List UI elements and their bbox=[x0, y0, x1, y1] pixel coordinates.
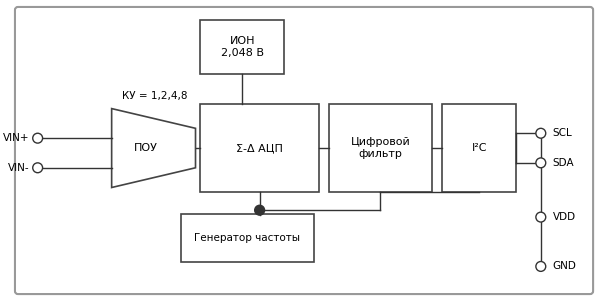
FancyBboxPatch shape bbox=[15, 7, 593, 294]
Text: Генератор частоты: Генератор частоты bbox=[194, 233, 301, 243]
Text: Σ-Δ АЦП: Σ-Δ АЦП bbox=[236, 143, 283, 153]
Text: SDA: SDA bbox=[553, 158, 574, 168]
Text: VDD: VDD bbox=[553, 212, 576, 222]
Text: I²C: I²C bbox=[472, 143, 487, 153]
Bar bbox=[200, 20, 284, 74]
Bar bbox=[181, 214, 314, 261]
Text: Цифровой
фильтр: Цифровой фильтр bbox=[350, 137, 410, 159]
Text: SCL: SCL bbox=[553, 128, 572, 138]
Bar bbox=[329, 104, 432, 192]
Text: КУ = 1,2,4,8: КУ = 1,2,4,8 bbox=[122, 91, 187, 101]
Bar bbox=[442, 104, 516, 192]
Text: ПОУ: ПОУ bbox=[134, 143, 158, 153]
Circle shape bbox=[536, 128, 546, 138]
Circle shape bbox=[536, 261, 546, 271]
Circle shape bbox=[536, 158, 546, 168]
Text: VIN+: VIN+ bbox=[3, 133, 30, 143]
Circle shape bbox=[536, 212, 546, 222]
Circle shape bbox=[255, 205, 265, 215]
Bar bbox=[200, 104, 319, 192]
Text: VIN-: VIN- bbox=[8, 163, 30, 173]
Polygon shape bbox=[112, 108, 196, 188]
Text: GND: GND bbox=[553, 261, 577, 271]
Circle shape bbox=[33, 133, 43, 143]
Circle shape bbox=[33, 163, 43, 173]
Text: ИОН
2,048 В: ИОН 2,048 В bbox=[221, 36, 264, 58]
